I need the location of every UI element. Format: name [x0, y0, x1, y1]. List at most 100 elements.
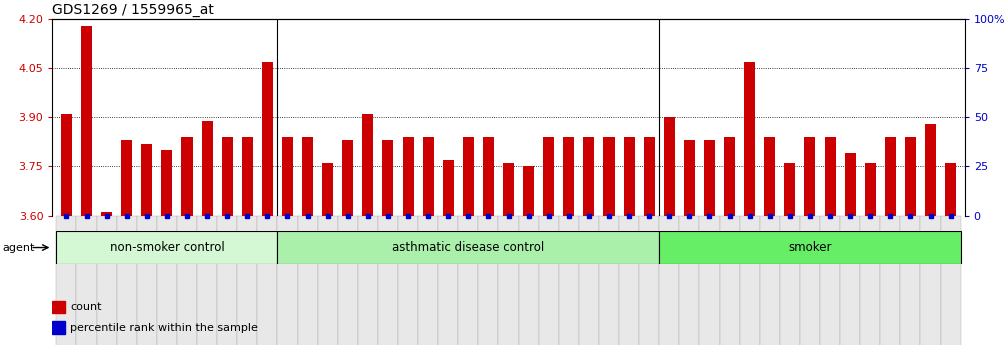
FancyBboxPatch shape — [157, 216, 177, 345]
Bar — [885, 137, 896, 216]
Bar — [463, 137, 474, 216]
Bar — [278, 231, 660, 264]
Bar — [946, 163, 957, 216]
FancyBboxPatch shape — [218, 216, 238, 345]
FancyBboxPatch shape — [941, 216, 961, 345]
Bar — [302, 137, 313, 216]
FancyBboxPatch shape — [720, 216, 739, 345]
FancyBboxPatch shape — [700, 216, 720, 345]
FancyBboxPatch shape — [599, 216, 619, 345]
Bar — [504, 163, 514, 216]
FancyBboxPatch shape — [779, 216, 800, 345]
FancyBboxPatch shape — [317, 216, 337, 345]
Bar — [383, 140, 394, 216]
FancyBboxPatch shape — [398, 216, 418, 345]
FancyBboxPatch shape — [800, 216, 820, 345]
Bar — [242, 137, 253, 216]
FancyBboxPatch shape — [438, 216, 458, 345]
FancyBboxPatch shape — [297, 216, 317, 345]
Text: non-smoker control: non-smoker control — [110, 241, 225, 254]
FancyBboxPatch shape — [519, 216, 539, 345]
FancyBboxPatch shape — [759, 216, 779, 345]
Bar — [744, 61, 755, 216]
Text: agent: agent — [2, 243, 34, 253]
FancyBboxPatch shape — [660, 216, 680, 345]
FancyBboxPatch shape — [278, 216, 297, 345]
Bar — [443, 160, 454, 216]
Bar — [583, 137, 594, 216]
Bar — [52, 321, 64, 334]
Bar — [684, 140, 695, 216]
FancyBboxPatch shape — [197, 216, 218, 345]
Bar — [805, 137, 816, 216]
Bar — [623, 137, 634, 216]
Text: percentile rank within the sample: percentile rank within the sample — [69, 323, 258, 333]
Bar — [81, 26, 92, 216]
Text: count: count — [69, 302, 102, 312]
Bar — [925, 124, 937, 216]
Bar — [825, 137, 836, 216]
FancyBboxPatch shape — [238, 216, 258, 345]
Bar — [262, 61, 273, 216]
Bar — [764, 137, 775, 216]
FancyBboxPatch shape — [559, 216, 579, 345]
FancyBboxPatch shape — [478, 216, 498, 345]
Bar — [724, 137, 735, 216]
FancyBboxPatch shape — [920, 216, 941, 345]
Bar — [56, 231, 278, 264]
FancyBboxPatch shape — [880, 216, 900, 345]
Bar — [282, 137, 293, 216]
FancyBboxPatch shape — [258, 216, 278, 345]
FancyBboxPatch shape — [117, 216, 137, 345]
FancyBboxPatch shape — [56, 216, 77, 345]
FancyBboxPatch shape — [619, 216, 639, 345]
Bar — [363, 114, 374, 216]
Bar — [543, 137, 554, 216]
FancyBboxPatch shape — [177, 216, 197, 345]
FancyBboxPatch shape — [378, 216, 398, 345]
Bar — [603, 137, 614, 216]
FancyBboxPatch shape — [357, 216, 378, 345]
Bar — [523, 167, 534, 216]
Bar — [161, 150, 172, 216]
Bar — [181, 137, 192, 216]
Bar — [845, 153, 856, 216]
Bar — [563, 137, 574, 216]
FancyBboxPatch shape — [860, 216, 880, 345]
FancyBboxPatch shape — [820, 216, 840, 345]
FancyBboxPatch shape — [498, 216, 519, 345]
FancyBboxPatch shape — [97, 216, 117, 345]
Text: GDS1269 / 1559965_at: GDS1269 / 1559965_at — [52, 2, 214, 17]
FancyBboxPatch shape — [739, 216, 759, 345]
FancyBboxPatch shape — [900, 216, 920, 345]
Bar — [342, 140, 353, 216]
Bar — [141, 144, 152, 216]
FancyBboxPatch shape — [458, 216, 478, 345]
Bar — [201, 120, 212, 216]
Bar — [905, 137, 916, 216]
FancyBboxPatch shape — [77, 216, 97, 345]
Bar — [483, 137, 494, 216]
Bar — [403, 137, 414, 216]
FancyBboxPatch shape — [680, 216, 700, 345]
Bar — [660, 231, 961, 264]
Bar — [865, 163, 876, 216]
FancyBboxPatch shape — [539, 216, 559, 345]
FancyBboxPatch shape — [579, 216, 599, 345]
Bar — [60, 114, 71, 216]
Bar — [322, 163, 333, 216]
FancyBboxPatch shape — [639, 216, 660, 345]
Bar — [121, 140, 132, 216]
Text: asthmatic disease control: asthmatic disease control — [392, 241, 545, 254]
Bar — [222, 137, 233, 216]
Bar — [664, 117, 675, 216]
Bar — [643, 137, 655, 216]
Bar — [704, 140, 715, 216]
FancyBboxPatch shape — [137, 216, 157, 345]
Bar — [101, 213, 112, 216]
Bar — [784, 163, 796, 216]
FancyBboxPatch shape — [337, 216, 357, 345]
FancyBboxPatch shape — [418, 216, 438, 345]
Text: smoker: smoker — [788, 241, 832, 254]
Bar — [52, 301, 64, 313]
